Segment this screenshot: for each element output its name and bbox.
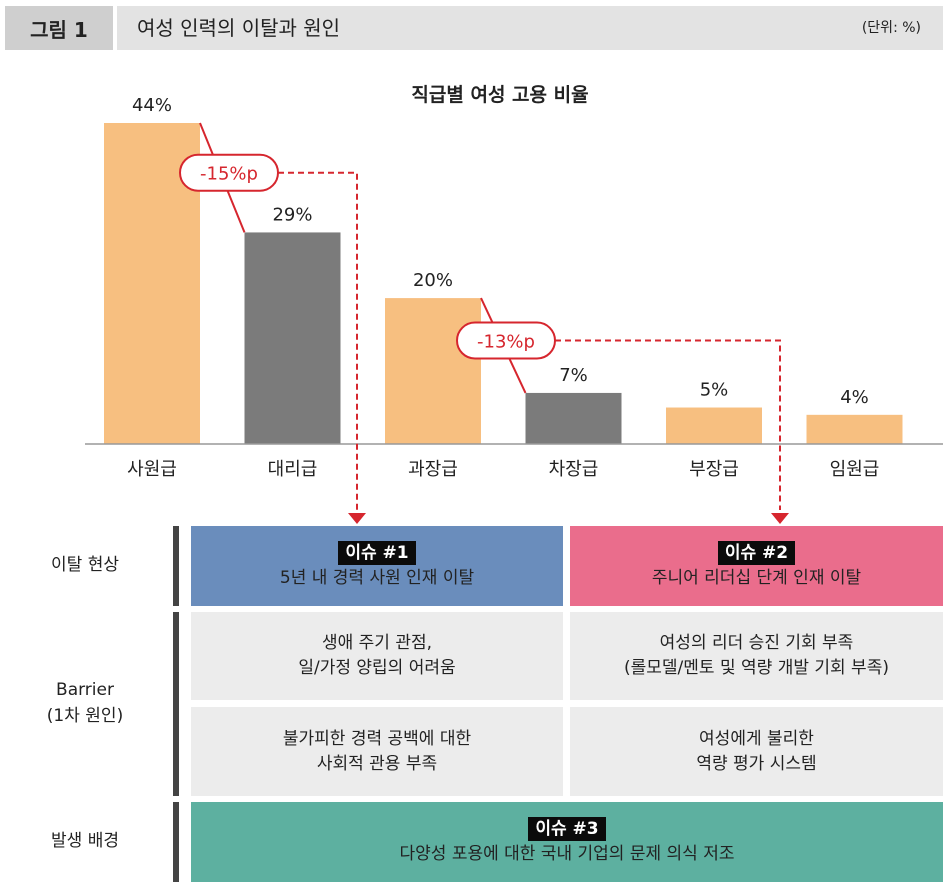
connector-2	[555, 339, 781, 510]
issue2-text: 주니어 리더십 단계 인재 이탈	[651, 568, 862, 588]
bar-4	[525, 392, 622, 444]
row-label-barrier: Barrier (1차 원인)	[0, 677, 170, 729]
issue2-cell: 이슈 #2 주니어 리더십 단계 인재 이탈	[570, 526, 943, 606]
issue3-text: 다양성 포용에 대한 국내 기업의 문제 의식 저조	[399, 844, 735, 864]
figure-header: 그림 1 여성 인력의 이탈과 원인 (단위: %)	[5, 6, 943, 50]
barrier-cell-1: 생애 주기 관점, 일/가정 양립의 어려움	[191, 612, 563, 700]
barrier-cell-4: 여성에게 불리한 역량 평가 시스템	[570, 707, 943, 796]
bar-3	[385, 298, 481, 444]
bar-2	[244, 232, 341, 444]
issue2-tag: 이슈 #2	[717, 541, 796, 565]
barrier-cell-2-line1: 여성의 리더 승진 기회 부족	[659, 633, 854, 653]
value-label-6: 4%	[840, 387, 869, 408]
figure-title: 여성 인력의 이탈과 원인	[137, 16, 341, 40]
row-separator-departure	[173, 526, 179, 606]
category-label-3: 과장급	[408, 459, 458, 480]
category-label-1: 사원급	[127, 459, 177, 480]
issue3-tag: 이슈 #3	[528, 817, 606, 841]
row-label-departure: 이탈 현상	[51, 555, 119, 575]
barrier-cell-2-line2: (롤모델/멘토 및 역량 개발 기회 부족)	[624, 658, 889, 678]
row-label-background: 발생 배경	[51, 831, 119, 851]
chart-title: 직급별 여성 고용 비율	[411, 84, 588, 106]
row-label-barrier-line2: (1차 원인)	[46, 706, 124, 726]
value-label-3: 20%	[413, 270, 453, 291]
barrier-cell-1-line2: 일/가정 양립의 어려움	[298, 658, 456, 678]
change-pill-2	[456, 321, 556, 360]
barrier-cell-3-line1: 불가피한 경력 공백에 대한	[282, 728, 472, 749]
row-separator-background	[173, 802, 179, 882]
arrow-head-icon	[348, 513, 366, 524]
value-label-2: 29%	[272, 204, 312, 225]
barrier-cell-1-line1: 생애 주기 관점,	[321, 633, 433, 653]
value-label-4: 7%	[559, 365, 588, 386]
category-label-6: 임원급	[830, 459, 880, 480]
issue3-cell: 이슈 #3 다양성 포용에 대한 국내 기업의 문제 의식 저조	[191, 802, 943, 882]
issue1-text: 5년 내 경력 사원 인재 이탈	[279, 568, 475, 588]
barrier-cell-2: 여성의 리더 승진 기회 부족 (롤모델/멘토 및 역량 개발 기회 부족)	[570, 612, 943, 700]
category-label-5: 부장급	[689, 459, 739, 480]
value-label-5: 5%	[700, 380, 729, 401]
barrier-cell-3-line2: 사회적 관용 부족	[316, 753, 438, 774]
change-pill-1	[179, 153, 279, 192]
bar-6	[806, 414, 903, 444]
change-label-2: -13%p	[477, 332, 535, 353]
bar-chart: 직급별 여성 고용 비율 44% 사원급 29% 대리급 20% 과장급 7% 차장급 5% 부장…	[85, 84, 943, 524]
annotation-layer: -15%p -13%p	[179, 122, 789, 524]
barrier-cell-4-line1: 여성에게 불리한	[699, 728, 814, 749]
change-label-1: -15%p	[200, 164, 258, 185]
bar-5	[666, 407, 762, 444]
issue1-tag: 이슈 #1	[338, 541, 416, 565]
header-divider	[113, 6, 117, 50]
bars-layer: 44% 사원급 29% 대리급 20% 과장급 7% 차장급 5% 부장급 4% 임원급	[104, 95, 903, 480]
arrow-head-icon	[771, 513, 789, 524]
row-label-barrier-line1: Barrier	[56, 680, 114, 700]
category-label-2: 대리급	[268, 459, 318, 480]
barrier-cell-4-line2: 역량 평가 시스템	[696, 753, 817, 774]
row-separator-barrier	[173, 612, 179, 796]
issue1-cell: 이슈 #1 5년 내 경력 사원 인재 이탈	[191, 526, 563, 606]
connector-1	[278, 171, 358, 510]
value-label-1: 44%	[132, 95, 172, 116]
category-label-4: 차장급	[549, 459, 599, 480]
figure-label: 그림 1	[5, 6, 113, 50]
unit-label: (단위: %)	[861, 20, 921, 36]
barrier-cell-3: 불가피한 경력 공백에 대한 사회적 관용 부족	[191, 707, 563, 796]
